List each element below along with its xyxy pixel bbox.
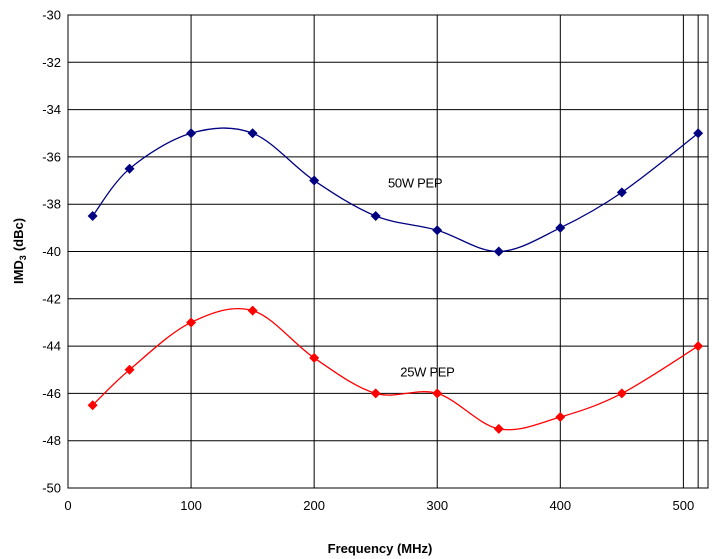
y-tick-label: -46 — [42, 386, 61, 401]
y-axis-title-main: IMD — [11, 260, 26, 284]
data-point-marker — [370, 388, 381, 399]
y-tick-label: -48 — [42, 433, 61, 448]
data-point-marker — [555, 412, 566, 423]
series-annotation: 25W PEP — [400, 365, 454, 380]
data-point-marker — [432, 225, 443, 236]
data-point-marker — [186, 128, 197, 139]
data-point-marker — [87, 211, 98, 222]
series-1 — [87, 305, 704, 434]
data-point-marker — [87, 400, 98, 411]
series-annotation: 50W PEP — [388, 175, 442, 190]
series-layer — [87, 127, 704, 434]
x-tick-label: 0 — [64, 498, 71, 513]
y-tick-label: -44 — [42, 339, 61, 354]
y-tick-label: -38 — [42, 197, 61, 212]
data-point-marker — [186, 317, 197, 328]
annotation-layer: 50W PEP 25W PEP — [388, 175, 455, 379]
y-tick-label: -40 — [42, 244, 61, 259]
grid — [67, 14, 709, 489]
data-point-marker — [247, 305, 258, 316]
data-point-marker — [309, 175, 320, 186]
x-tick-label: 500 — [673, 498, 695, 513]
data-point-marker — [432, 388, 443, 399]
data-point-marker — [124, 364, 135, 375]
x-axis-ticks: 0 100 200 300 400 500 — [64, 498, 694, 513]
y-axis-title: IMD3 (dBc) — [11, 218, 28, 284]
plot-area-border — [67, 14, 709, 489]
x-tick-label: 300 — [426, 498, 448, 513]
y-tick-label: -32 — [42, 55, 61, 70]
data-point-marker — [124, 163, 135, 174]
data-point-marker — [370, 211, 381, 222]
data-point-marker — [693, 341, 704, 352]
x-tick-label: 100 — [180, 498, 202, 513]
x-axis-title: Frequency (MHz) — [328, 541, 433, 556]
data-point-marker — [616, 187, 627, 198]
y-tick-label: -42 — [42, 291, 61, 306]
data-point-marker — [247, 128, 258, 139]
data-point-marker — [693, 128, 704, 139]
y-tick-label: -50 — [42, 481, 61, 496]
data-point-marker — [616, 388, 627, 399]
y-tick-label: -36 — [42, 149, 61, 164]
data-point-marker — [493, 246, 504, 257]
x-tick-label: 400 — [549, 498, 571, 513]
data-point-marker — [493, 423, 504, 434]
series-0 — [87, 127, 704, 257]
data-point-marker — [555, 222, 566, 233]
y-tick-label: -34 — [42, 102, 61, 117]
data-point-marker — [309, 352, 320, 363]
y-axis-title-subscript: 3 — [18, 255, 28, 260]
x-tick-label: 200 — [303, 498, 325, 513]
series-line — [92, 307, 699, 431]
y-tick-label: -30 — [42, 8, 61, 23]
y-axis-ticks: -50 -48 -46 -44 -42 -40 -38 -36 -34 -32 -30 — [42, 8, 61, 496]
y-axis-title-unit: (dBc) — [11, 218, 26, 251]
